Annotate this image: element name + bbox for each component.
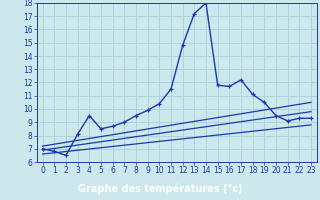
Text: Graphe des températures (°c): Graphe des températures (°c) xyxy=(78,183,242,194)
